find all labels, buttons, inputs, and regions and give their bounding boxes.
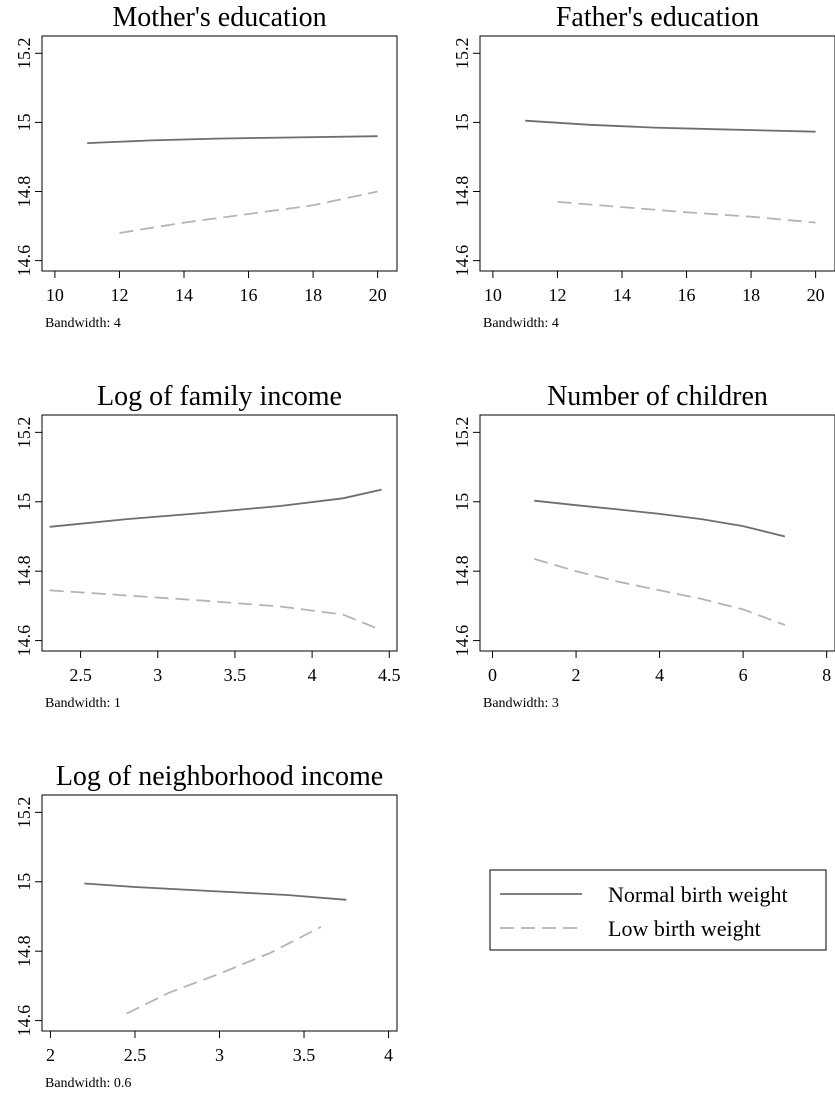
- series-line-normal-birth-weight: [525, 119, 816, 133]
- y-tick-label: 15: [14, 493, 34, 511]
- panel-title: Number of children: [547, 381, 768, 412]
- panel-2: Father's education 10 12 14 16 18 20 14.6 14.8 15…: [452, 2, 835, 331]
- y-tick-label: 14.8: [14, 555, 34, 587]
- x-tick-label: 2: [572, 665, 581, 685]
- series-line-normal-birth-weight: [84, 882, 347, 901]
- x-tick-label: 14: [175, 285, 193, 305]
- bandwidth-note: Bandwidth: 3: [483, 696, 559, 711]
- series-line-low-birth-weight: [119, 190, 378, 234]
- series-line-normal-birth-weight: [49, 488, 382, 528]
- series-line-low-birth-weight: [557, 201, 816, 224]
- x-tick-label: 2.5: [69, 665, 92, 685]
- y-tick-label: 14.8: [452, 176, 472, 208]
- y-tick-label: 15.2: [452, 417, 472, 449]
- x-tick-label: 4.5: [378, 665, 401, 685]
- series-line-low-birth-weight: [49, 589, 382, 632]
- x-tick-label: 4: [308, 665, 317, 685]
- legend-label: Normal birth weight: [608, 882, 788, 907]
- plot-frame: [41, 794, 398, 1032]
- x-tick-label: 12: [548, 285, 566, 305]
- y-tick-label: 14.8: [14, 176, 34, 208]
- x-tick-label: 18: [304, 285, 322, 305]
- y-tick-label: 14.8: [452, 555, 472, 587]
- y-tick-label: 14.8: [14, 935, 34, 967]
- x-tick-label: 10: [46, 285, 64, 305]
- x-tick-label: 4: [384, 1045, 393, 1065]
- y-tick-label: 14.6: [14, 245, 34, 277]
- x-tick-label: 2: [46, 1045, 55, 1065]
- y-tick-label: 15: [452, 113, 472, 131]
- y-tick-label: 14.6: [452, 625, 472, 657]
- plot-frame: [479, 414, 835, 652]
- panel-title: Father's education: [556, 2, 759, 33]
- y-tick-label: 15.2: [452, 38, 472, 70]
- x-tick-label: 0: [488, 665, 497, 685]
- y-tick-label: 15: [14, 873, 34, 891]
- x-tick-label: 12: [110, 285, 128, 305]
- series-line-low-birth-weight: [534, 558, 786, 626]
- x-tick-label: 14: [613, 285, 631, 305]
- plot-frame: [479, 35, 835, 272]
- y-tick-label: 14.6: [14, 625, 34, 657]
- x-tick-label: 3.5: [293, 1045, 316, 1065]
- bandwidth-note: Bandwidth: 0.6: [45, 1076, 131, 1091]
- series-line-normal-birth-weight: [534, 499, 786, 538]
- x-tick-label: 8: [822, 665, 831, 685]
- y-tick-label: 15.2: [14, 797, 34, 829]
- panel-4: Number of children 0 2 4 6 8 14.6 14.8 15 15.2 Ban…: [452, 381, 835, 711]
- x-tick-label: 20: [369, 285, 387, 305]
- y-tick-label: 14.6: [14, 1005, 34, 1037]
- series-line-low-birth-weight: [126, 926, 322, 1015]
- series-line-normal-birth-weight: [87, 135, 378, 144]
- y-tick-label: 15.2: [14, 38, 34, 70]
- bandwidth-note: Bandwidth: 4: [483, 316, 559, 331]
- x-tick-label: 3: [153, 665, 162, 685]
- y-tick-label: 15: [14, 113, 34, 131]
- x-tick-label: 10: [484, 285, 502, 305]
- y-tick-label: 15.2: [14, 417, 34, 449]
- panel-title: Mother's education: [112, 2, 326, 33]
- y-tick-label: 15: [452, 493, 472, 511]
- x-tick-label: 20: [807, 285, 825, 305]
- x-tick-label: 16: [678, 285, 696, 305]
- bandwidth-note: Bandwidth: 4: [45, 316, 121, 331]
- x-tick-label: 18: [742, 285, 760, 305]
- y-tick-label: 14.6: [452, 245, 472, 277]
- x-tick-label: 16: [240, 285, 258, 305]
- legend-box: [489, 869, 827, 951]
- panel-title: Log of neighborhood income: [56, 761, 383, 792]
- legend-label: Low birth weight: [608, 916, 761, 941]
- panel-title: Log of family income: [97, 381, 342, 412]
- x-tick-label: 3: [215, 1045, 224, 1065]
- x-tick-label: 2.5: [124, 1045, 147, 1065]
- x-tick-label: 4: [655, 665, 664, 685]
- x-tick-label: 3.5: [224, 665, 247, 685]
- x-tick-label: 6: [739, 665, 748, 685]
- bandwidth-note: Bandwidth: 1: [45, 696, 121, 711]
- panel-1: Mother's education 10 12 14 16 18 20 14.6 14.8 15…: [14, 2, 398, 331]
- plot-frame: [41, 35, 398, 272]
- panel-5: Log of neighborhood income 2 2.5 3 3.5 4 14.6 1…: [14, 761, 398, 1091]
- panel-3: Log of family income 2.5 3 3.5 4 4.5 14.6 14.8 1…: [14, 381, 401, 711]
- legend: Normal birth weight Low birth weight: [489, 869, 827, 951]
- plot-frame: [41, 414, 398, 652]
